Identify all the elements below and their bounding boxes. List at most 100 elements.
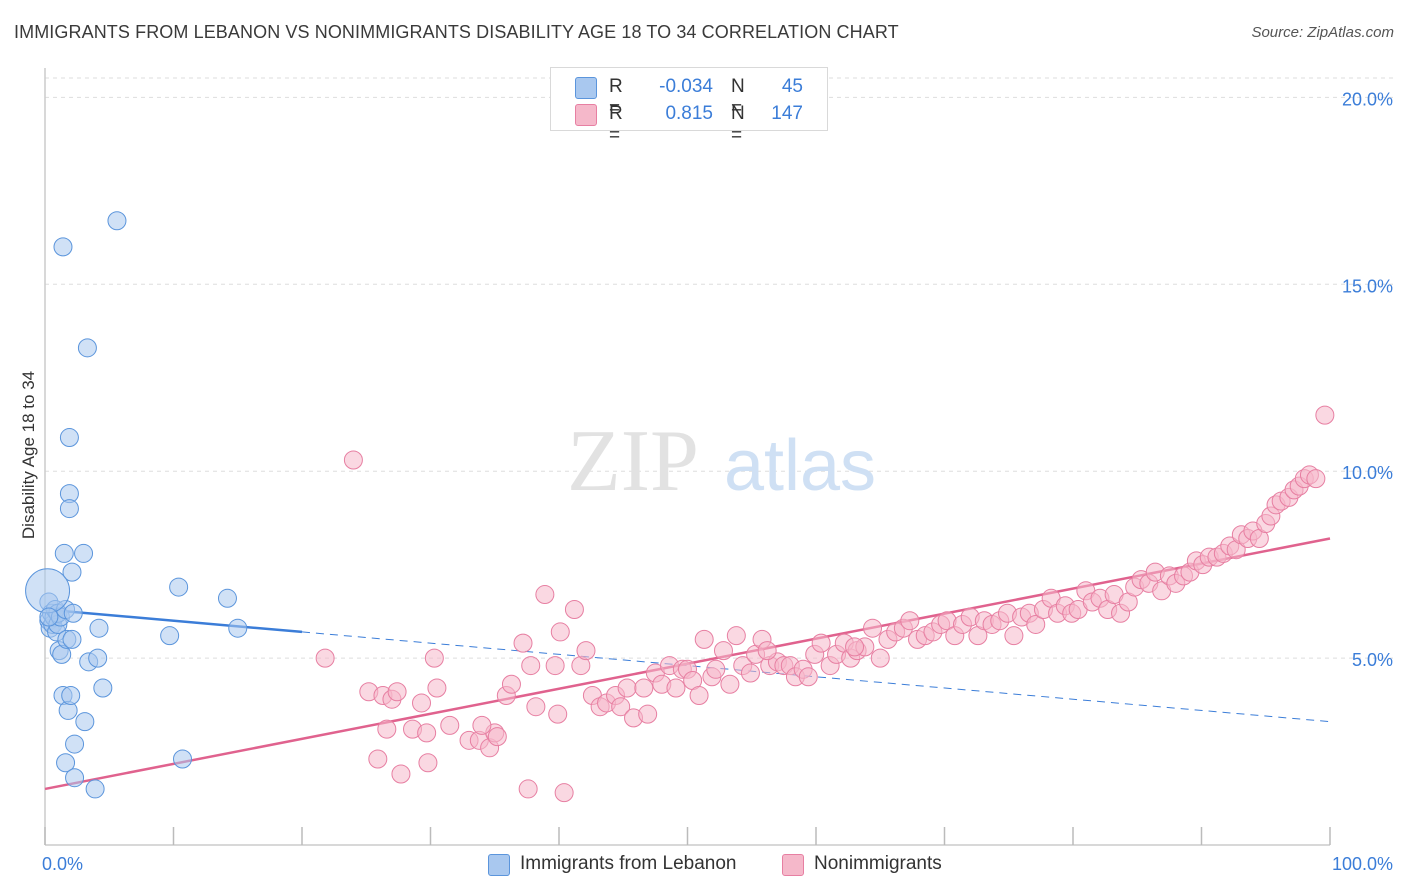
legend-r-label: R =: [609, 103, 623, 146]
point-nonimmigrant: [1026, 614, 1046, 634]
point-nonimmigrant: [757, 641, 777, 661]
point-nonimmigrant: [689, 685, 709, 705]
point-nonimmigrant: [391, 764, 411, 784]
point-lebanon: [74, 543, 94, 563]
correlation-legend: R = -0.034 N = 45 R = 0.815 N = 147: [550, 67, 828, 146]
data-points: [25, 211, 1335, 803]
point-nonimmigrant: [564, 600, 584, 619]
point-lebanon: [85, 779, 105, 799]
point-nonimmigrant: [424, 648, 444, 668]
y-tick-label: 20.0%: [1342, 89, 1393, 109]
point-lebanon: [75, 712, 95, 732]
legend-n-value: 45: [781, 76, 803, 97]
point-nonimmigrant: [811, 633, 831, 653]
point-lebanon: [56, 753, 76, 773]
point-lebanon: [93, 678, 113, 698]
point-nonimmigrant: [870, 648, 890, 668]
point-lebanon: [228, 618, 248, 638]
legend-n-label: N =: [731, 103, 745, 146]
y-tick-label: 15.0%: [1342, 276, 1393, 296]
point-lebanon: [62, 562, 82, 582]
point-nonimmigrant: [521, 656, 541, 676]
point-nonimmigrant: [863, 618, 883, 638]
point-lebanon: [65, 734, 85, 754]
point-lebanon: [63, 603, 83, 623]
point-lebanon: [59, 499, 79, 519]
point-lebanon: [54, 543, 74, 563]
point-nonimmigrant: [726, 626, 746, 646]
watermark-zip: ZIP: [567, 413, 699, 510]
point-nonimmigrant: [472, 715, 492, 735]
point-nonimmigrant: [713, 641, 733, 661]
legend-r-label: R =: [609, 76, 623, 119]
y-axis-title: Disability Age 18 to 34: [19, 371, 38, 539]
point-lebanon: [169, 577, 189, 597]
point-nonimmigrant: [368, 749, 388, 769]
point-nonimmigrant: [617, 678, 637, 698]
x-tick-label: 100.0%: [1332, 854, 1393, 874]
point-nonimmigrant: [440, 715, 460, 735]
point-lebanon: [160, 626, 180, 646]
point-nonimmigrant: [1004, 626, 1024, 646]
point-lebanon: [61, 685, 81, 705]
point-nonimmigrant: [900, 611, 920, 631]
point-lebanon: [59, 428, 79, 448]
legend-n-value: 147: [771, 103, 803, 124]
point-lebanon: [77, 338, 97, 358]
point-nonimmigrant: [513, 633, 533, 653]
point-nonimmigrant: [611, 697, 631, 717]
legend-swatch-blue: [488, 854, 510, 876]
point-nonimmigrant: [545, 656, 565, 676]
point-nonimmigrant: [706, 659, 726, 679]
x-tick-label: 0.0%: [42, 854, 83, 874]
legend-label-nonimmigrants: Nonimmigrants: [814, 853, 942, 874]
trend-line-lebanon: [44, 608, 303, 634]
point-nonimmigrant: [526, 697, 546, 717]
y-tick-label: 10.0%: [1342, 463, 1393, 483]
point-nonimmigrant: [638, 704, 658, 724]
point-nonimmigrant: [798, 667, 818, 687]
watermark-atlas: atlas: [724, 426, 876, 506]
point-lebanon: [25, 568, 71, 614]
point-nonimmigrant: [634, 678, 654, 698]
point-nonimmigrant: [576, 641, 596, 661]
point-nonimmigrant: [518, 779, 538, 799]
point-nonimmigrant: [720, 674, 740, 694]
point-nonimmigrant: [412, 693, 432, 713]
point-nonimmigrant: [694, 629, 714, 649]
axes: [44, 68, 1331, 846]
point-lebanon: [172, 749, 192, 769]
point-lebanon: [88, 648, 108, 668]
point-lebanon: [62, 629, 82, 649]
legend-swatch-pink: [575, 104, 597, 126]
legend-swatch-pink: [782, 854, 804, 876]
point-nonimmigrant: [427, 678, 447, 698]
point-nonimmigrant: [387, 682, 407, 702]
point-nonimmigrant: [343, 450, 363, 470]
point-nonimmigrant: [845, 637, 865, 657]
point-nonimmigrant: [1306, 469, 1326, 489]
chart-title: IMMIGRANTS FROM LEBANON VS NONIMMIGRANTS…: [14, 22, 899, 42]
point-nonimmigrant: [501, 674, 521, 694]
tick-labels: 5.0% 10.0% 15.0% 20.0% 0.0% 100.0%: [42, 89, 1393, 874]
legend-label-lebanon: Immigrants from Lebanon: [520, 853, 737, 874]
point-lebanon: [89, 618, 109, 638]
trend-line-lebanon-extension: [301, 631, 1331, 723]
legend-n-label: N =: [731, 76, 745, 119]
point-nonimmigrant: [554, 783, 574, 803]
point-nonimmigrant: [1315, 405, 1335, 425]
point-lebanon: [107, 211, 127, 231]
legend-swatch-blue: [575, 77, 597, 99]
legend-r-value: -0.034: [659, 76, 713, 97]
point-nonimmigrant: [535, 585, 555, 605]
source-label: Source: ZipAtlas.com: [1251, 24, 1394, 41]
point-nonimmigrant: [377, 719, 397, 739]
point-lebanon: [65, 768, 85, 788]
point-nonimmigrant: [740, 663, 760, 683]
y-tick-label: 5.0%: [1352, 650, 1393, 670]
point-nonimmigrant: [548, 704, 568, 724]
point-nonimmigrant: [666, 678, 686, 698]
point-nonimmigrant: [417, 723, 437, 743]
series-legend: Immigrants from Lebanon Nonimmigrants: [0, 852, 1406, 878]
